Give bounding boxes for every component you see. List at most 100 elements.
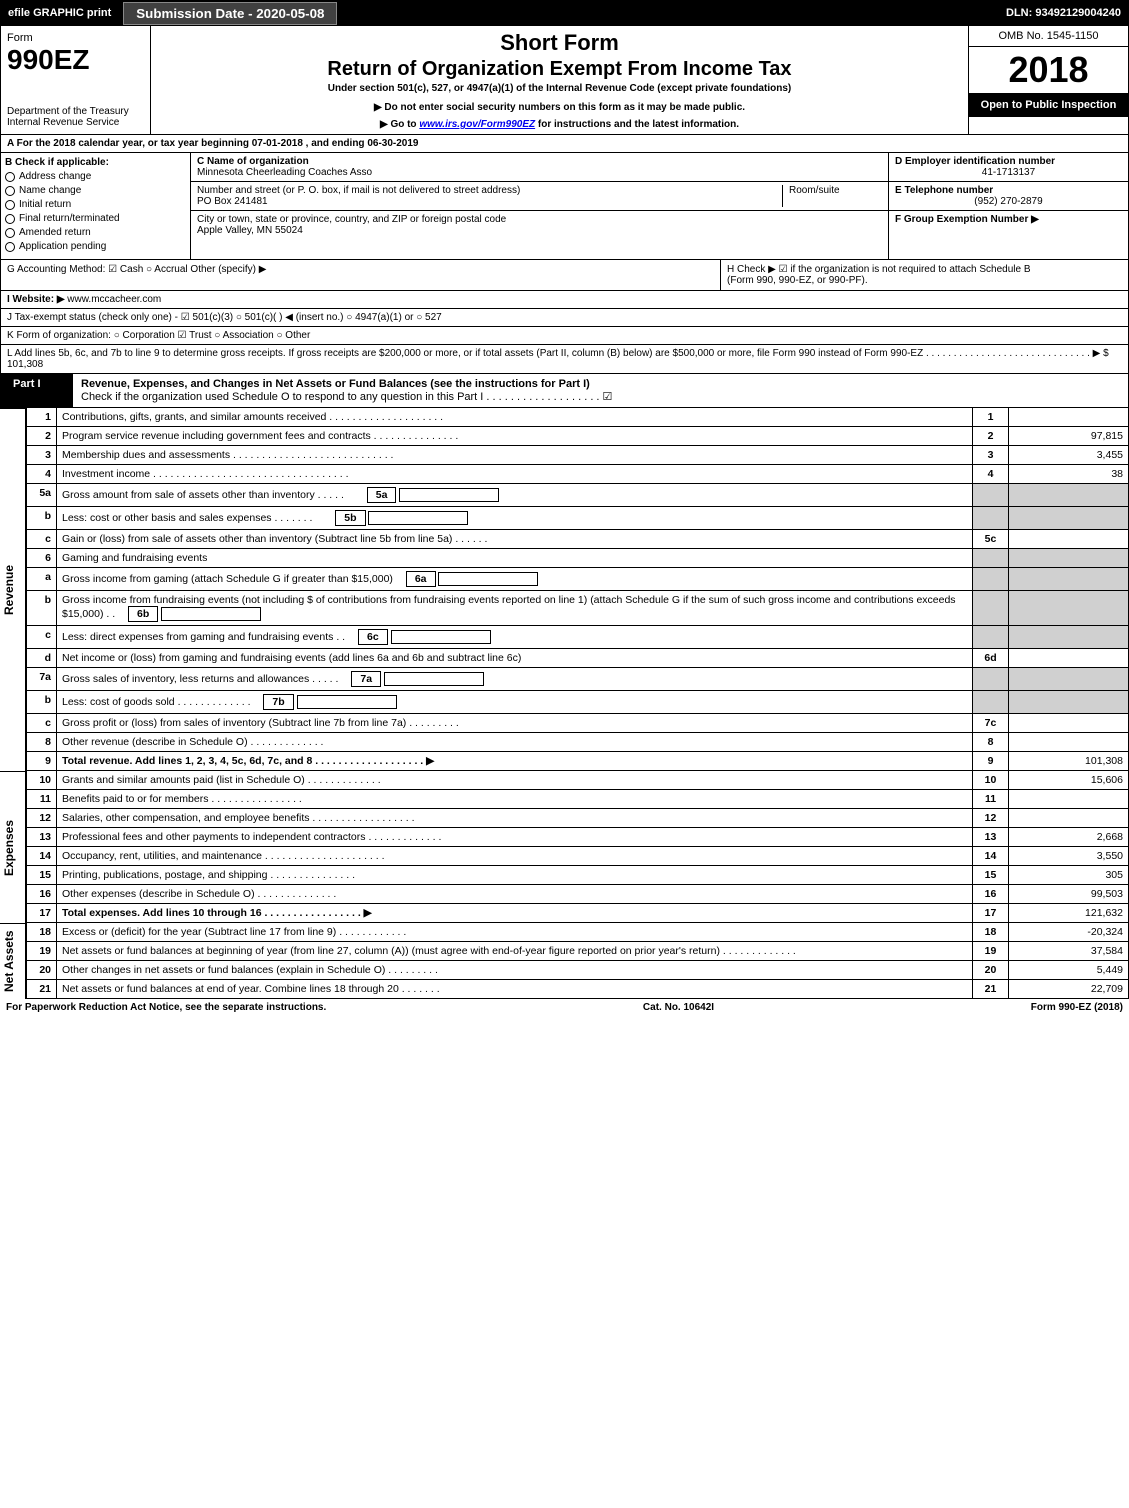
checkbox-amended-return[interactable] xyxy=(5,228,15,238)
part-i-label: Part I xyxy=(1,374,73,407)
header-right: OMB No. 1545-1150 2018 Open to Public In… xyxy=(968,26,1128,134)
line-6b-ival xyxy=(161,607,261,621)
line-5a-num: 5a xyxy=(27,484,57,507)
line-2-amt: 97,815 xyxy=(1009,427,1129,446)
line-21-box: 21 xyxy=(973,980,1009,999)
line-13-num: 13 xyxy=(27,828,57,847)
line-8-box: 8 xyxy=(973,733,1009,752)
line-17-desc: Total expenses. Add lines 10 through 16 … xyxy=(57,904,973,923)
expenses-side-label: Expenses xyxy=(0,771,26,923)
dept-irs: Internal Revenue Service xyxy=(7,117,119,128)
instructions-link[interactable]: www.irs.gov/Form990EZ xyxy=(419,119,535,130)
revenue-table: 1Contributions, gifts, grants, and simil… xyxy=(26,408,1129,771)
line-6b-desc: Gross income from fundraising events (no… xyxy=(57,591,973,626)
line-7b-desc-text: Less: cost of goods sold . . . . . . . .… xyxy=(62,696,251,708)
line-4-box: 4 xyxy=(973,465,1009,484)
line-17-amt: 121,632 xyxy=(1009,904,1129,923)
line-5a-ival xyxy=(399,488,499,502)
line-7b-grayamt xyxy=(1009,691,1129,714)
checkbox-application-pending[interactable] xyxy=(5,242,15,252)
label-amended-return: Amended return xyxy=(19,227,91,238)
line-21-num: 21 xyxy=(27,980,57,999)
instructions-link-line: ▶ Go to www.irs.gov/Form990EZ for instru… xyxy=(159,119,960,130)
line-2-desc: Program service revenue including govern… xyxy=(57,427,973,446)
line-5b-grayamt xyxy=(1009,507,1129,530)
line-10-amt: 15,606 xyxy=(1009,771,1129,790)
checkbox-address-change[interactable] xyxy=(5,172,15,182)
line-18-desc: Excess or (deficit) for the year (Subtra… xyxy=(57,923,973,942)
checkbox-final-return[interactable] xyxy=(5,214,15,224)
line-7a-ibox: 7a xyxy=(351,671,381,687)
line-7c-num: c xyxy=(27,714,57,733)
line-12-box: 12 xyxy=(973,809,1009,828)
line-5c-desc: Gain or (loss) from sale of assets other… xyxy=(57,530,973,549)
label-application-pending: Application pending xyxy=(19,241,106,252)
line-16-box: 16 xyxy=(973,885,1009,904)
line-3-amt: 3,455 xyxy=(1009,446,1129,465)
line-18-amt: -20,324 xyxy=(1009,923,1129,942)
checkbox-initial-return[interactable] xyxy=(5,200,15,210)
form-header: Form 990EZ Department of the Treasury In… xyxy=(0,26,1129,135)
line-6c-ival xyxy=(391,630,491,644)
line-12-num: 12 xyxy=(27,809,57,828)
section-b-title: B Check if applicable: xyxy=(5,157,186,168)
line-3-num: 3 xyxy=(27,446,57,465)
line-8-amt xyxy=(1009,733,1129,752)
checkbox-name-change[interactable] xyxy=(5,186,15,196)
line-2-num: 2 xyxy=(27,427,57,446)
line-8-desc: Other revenue (describe in Schedule O) .… xyxy=(57,733,973,752)
line-19-amt: 37,584 xyxy=(1009,942,1129,961)
line-6c-num: c xyxy=(27,626,57,649)
info-grid: B Check if applicable: Address change Na… xyxy=(0,153,1129,260)
h-check-line1: H Check ▶ ☑ if the organization is not r… xyxy=(727,264,1122,275)
line-7a-ival xyxy=(384,672,484,686)
org-address: PO Box 241481 xyxy=(197,196,782,207)
ein-value: 41-1713137 xyxy=(895,167,1122,178)
dept-treasury: Department of the Treasury xyxy=(7,106,129,117)
line-5b-desc-text: Less: cost or other basis and sales expe… xyxy=(62,512,312,524)
line-14-amt: 3,550 xyxy=(1009,847,1129,866)
line-6a-ibox: 6a xyxy=(406,571,436,587)
line-17-num: 17 xyxy=(27,904,57,923)
room-suite-label: Room/suite xyxy=(789,185,882,196)
line-6a-desc: Gross income from gaming (attach Schedul… xyxy=(57,568,973,591)
line-19-desc: Net assets or fund balances at beginning… xyxy=(57,942,973,961)
label-name-change: Name change xyxy=(19,185,81,196)
dln-label: DLN: 93492129004240 xyxy=(1006,7,1129,19)
ein-label: D Employer identification number xyxy=(895,156,1122,167)
line-11-box: 11 xyxy=(973,790,1009,809)
line-6c-desc-text: Less: direct expenses from gaming and fu… xyxy=(62,631,345,643)
line-16-num: 16 xyxy=(27,885,57,904)
line-6b-ibox: 6b xyxy=(128,606,158,622)
subtitle: Under section 501(c), 527, or 4947(a)(1)… xyxy=(159,83,960,94)
row-g-h: G Accounting Method: ☑ Cash ○ Accrual Ot… xyxy=(0,260,1129,291)
line-6d-num: d xyxy=(27,649,57,668)
line-7c-amt xyxy=(1009,714,1129,733)
line-7b-num: b xyxy=(27,691,57,714)
line-6b-num: b xyxy=(27,591,57,626)
line-2-box: 2 xyxy=(973,427,1009,446)
line-6c-graybox xyxy=(973,626,1009,649)
line-6-num: 6 xyxy=(27,549,57,568)
link-prefix: ▶ Go to xyxy=(380,119,419,130)
line-9-desc: Total revenue. Add lines 1, 2, 3, 4, 5c,… xyxy=(57,752,973,771)
line-6-grayamt xyxy=(1009,549,1129,568)
footer-center: Cat. No. 10642I xyxy=(643,1002,714,1013)
line-18-num: 18 xyxy=(27,923,57,942)
line-16-desc: Other expenses (describe in Schedule O) … xyxy=(57,885,973,904)
line-5c-num: c xyxy=(27,530,57,549)
line-4-num: 4 xyxy=(27,465,57,484)
header-center: Short Form Return of Organization Exempt… xyxy=(151,26,968,134)
line-6-graybox xyxy=(973,549,1009,568)
submission-date-button[interactable]: Submission Date - 2020-05-08 xyxy=(123,2,337,25)
section-def: D Employer identification number 41-1713… xyxy=(888,153,1128,259)
expenses-table: 10Grants and similar amounts paid (list … xyxy=(26,771,1129,923)
line-16-amt: 99,503 xyxy=(1009,885,1129,904)
footer-right: Form 990-EZ (2018) xyxy=(1031,1002,1123,1013)
line-6b-graybox xyxy=(973,591,1009,626)
line-13-amt: 2,668 xyxy=(1009,828,1129,847)
row-i-website: I Website: ▶ www.mccacheer.com xyxy=(0,291,1129,309)
department-label: Department of the Treasury Internal Reve… xyxy=(7,106,144,128)
row-j-tax-exempt: J Tax-exempt status (check only one) - ☑… xyxy=(0,309,1129,327)
line-4-amt: 38 xyxy=(1009,465,1129,484)
